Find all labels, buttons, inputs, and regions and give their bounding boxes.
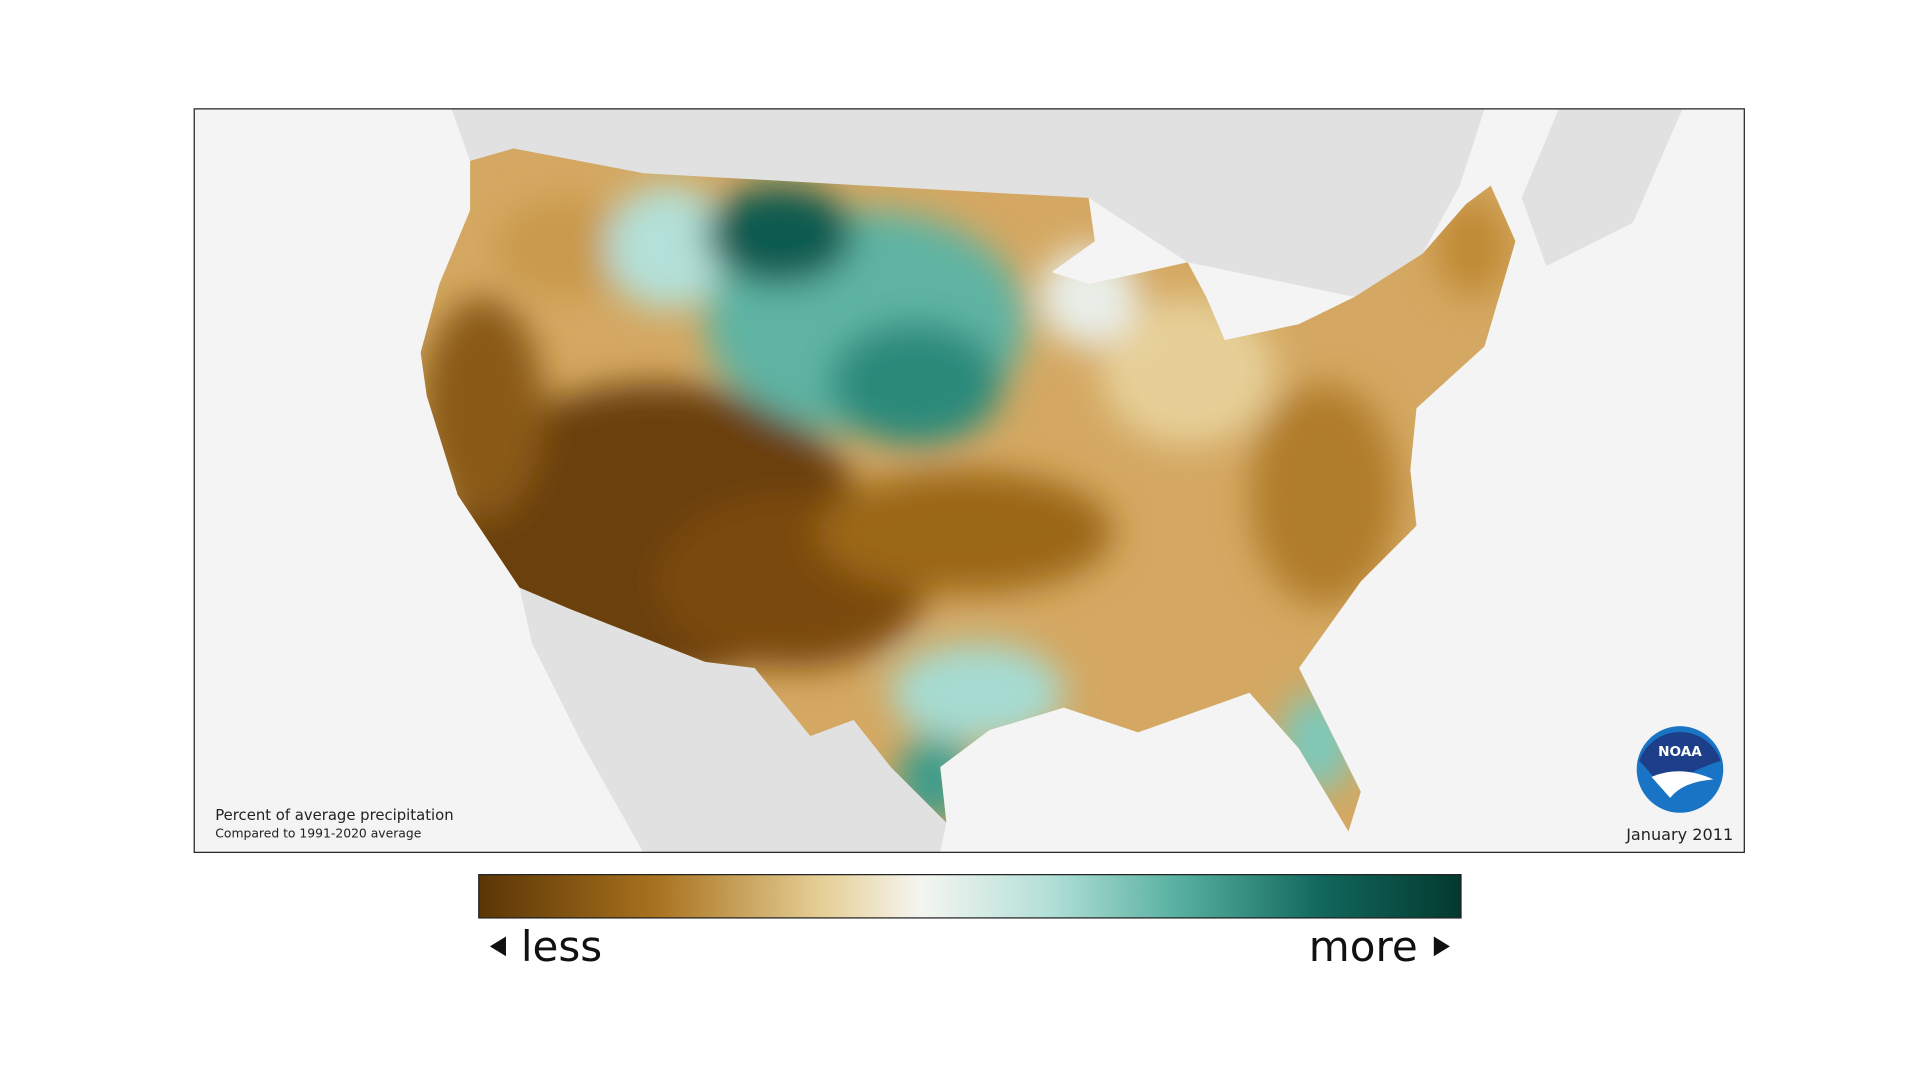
colorbar <box>478 874 1462 919</box>
scaled-layout: Percent of average precipitation Compare… <box>193 108 1745 971</box>
more-arrow <box>1433 936 1450 957</box>
caption-title: Percent of average precipitation <box>215 807 453 824</box>
canada-east <box>1521 108 1683 266</box>
mexico <box>519 587 947 853</box>
noaa-logo: NOAA <box>1636 726 1724 813</box>
map-frame <box>193 108 1745 853</box>
map: Percent of average precipitation Compare… <box>194 108 1745 853</box>
legend-high-label: more <box>1309 922 1418 971</box>
canada <box>451 108 1485 297</box>
less-arrow <box>489 936 506 957</box>
caption-subtitle: Compared to 1991-2020 average <box>215 827 421 841</box>
logo-text: NOAA <box>1658 744 1702 760</box>
date-label: January 2011 <box>1625 825 1733 844</box>
legend-low-label: less <box>521 922 602 971</box>
